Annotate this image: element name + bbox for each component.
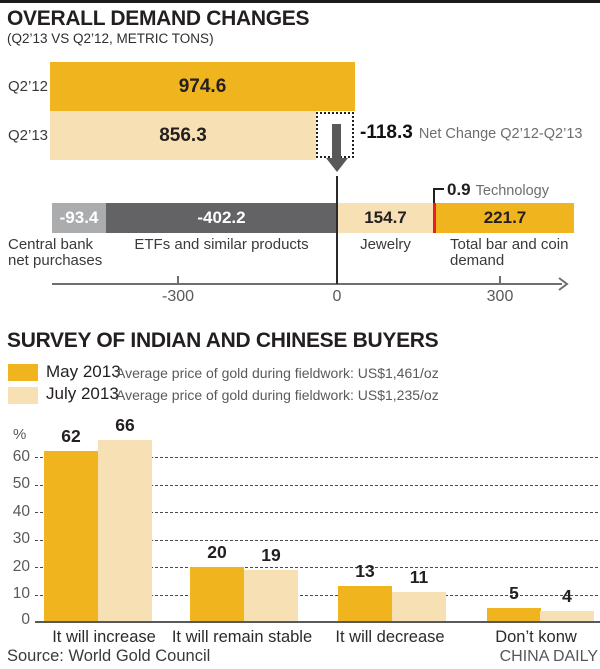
column-value-may-increase: 62 <box>61 426 81 446</box>
technology-label: Technology <box>475 183 549 199</box>
segment-technology <box>433 203 436 233</box>
gridline-50 <box>35 484 598 486</box>
gridline-60 <box>35 457 598 458</box>
segment-label-central-bank: Central bank net purchases <box>8 236 103 269</box>
column-july-increase <box>98 440 152 622</box>
y-tick-50: 50 <box>12 475 30 492</box>
category-label-stable: It will remain stable <box>171 628 313 646</box>
section2-title: SURVEY OF INDIAN AND CHINESE BUYERS <box>7 329 439 352</box>
column-value-july-dontknow: 4 <box>562 586 572 606</box>
segment-bar-and-coin-value: 221.7 <box>483 208 527 227</box>
column-value-may-dontknow: 5 <box>509 583 519 603</box>
x-tick-label-neg300: -300 <box>161 288 195 305</box>
column-july-dontknow <box>540 611 594 622</box>
y-tick-0: 0 <box>21 611 30 628</box>
y-tick-40: 40 <box>12 503 30 520</box>
legend-swatch-may <box>8 364 38 381</box>
segment-jewelry: 154.7 <box>338 203 433 233</box>
technology-value: 0.9 <box>447 180 471 199</box>
y-tick-30: 30 <box>12 530 30 547</box>
section1-subtitle: (Q2’13 VS Q2’12, METRIC TONS) <box>7 31 214 46</box>
column-may-stable <box>190 567 244 622</box>
legend-swatch-july <box>8 387 38 404</box>
bar-q213: 856.3 <box>50 111 316 160</box>
source-credit: Source: World Gold Council <box>7 647 211 665</box>
segment-central-bank-value: -93.4 <box>59 208 99 227</box>
net-change-label: Net Change Q2’12-Q2’13 <box>418 126 583 142</box>
column-value-may-stable: 20 <box>207 542 227 562</box>
net-change-value: -118.3 <box>360 122 413 143</box>
technology-callout-line-h <box>433 188 444 190</box>
bar-q212: 974.6 <box>50 62 355 111</box>
y-tick-20: 20 <box>12 558 30 575</box>
x-tick-label-300: 300 <box>486 288 514 305</box>
segment-jewelry-value: 154.7 <box>364 208 407 227</box>
segment-etfs: -402.2 <box>106 203 337 233</box>
down-arrow-shaft <box>332 124 341 158</box>
y-tick-60: 60 <box>12 448 30 465</box>
technology-annotation: 0.9 Technology <box>447 180 549 200</box>
column-july-decrease <box>392 592 446 622</box>
segment-label-etfs: ETFs and similar products <box>134 236 309 253</box>
bar-q212-value: 974.6 <box>178 75 227 97</box>
column-may-dontknow <box>487 608 541 622</box>
net-change-annotation: -118.3 Net Change Q2’12-Q2’13 <box>360 122 582 144</box>
category-label-increase: It will increase <box>52 628 156 646</box>
legend-label-july: July 2013 <box>46 384 119 403</box>
legend-note-may: Average price of gold during fieldwork: … <box>116 365 439 381</box>
bar-label-q212: Q2’12 <box>8 78 49 95</box>
x-axis-line <box>52 283 562 285</box>
axis-arrowhead-icon <box>558 277 569 291</box>
segment-etfs-value: -402.2 <box>197 208 246 227</box>
gridline-40 <box>35 512 598 513</box>
technology-callout-line-v <box>433 188 435 203</box>
gridline-10 <box>35 594 598 596</box>
segment-label-jewelry: Jewelry <box>360 236 411 253</box>
column-value-may-decrease: 13 <box>355 561 375 581</box>
x-axis-baseline <box>35 621 600 623</box>
bar-q213-value: 856.3 <box>159 124 207 146</box>
column-july-stable <box>244 570 298 622</box>
column-value-july-decrease: 11 <box>409 567 429 587</box>
y-tick-10: 10 <box>12 585 30 602</box>
segment-central-bank: -93.4 <box>52 203 106 233</box>
publisher-credit: CHINA DAILY <box>499 648 598 665</box>
zero-axis-line <box>336 176 338 284</box>
segment-bar-and-coin: 221.7 <box>436 203 574 233</box>
column-value-july-stable: 19 <box>261 545 281 565</box>
segment-label-bar-and-coin: Total bar and coin demand <box>450 236 569 269</box>
category-label-dontknow: Don’t konw <box>495 628 577 646</box>
gridline-30 <box>35 539 598 541</box>
x-tick-300 <box>499 276 501 283</box>
column-value-july-increase: 66 <box>115 415 135 435</box>
category-label-decrease: It will decrease <box>335 628 445 646</box>
top-rule <box>0 0 600 3</box>
survey-plot-area: 62 66 20 19 13 11 5 4 <box>0 415 600 623</box>
x-tick-label-0: 0 <box>332 288 342 305</box>
legend-note-july: Average price of gold during fieldwork: … <box>116 387 439 403</box>
y-axis-unit: % <box>13 426 27 443</box>
legend-label-may: May 2013 <box>46 362 121 381</box>
column-may-increase <box>44 451 98 622</box>
gridline-20 <box>35 567 598 568</box>
column-may-decrease <box>338 586 392 622</box>
bar-label-q213: Q2’13 <box>8 127 49 144</box>
down-arrow-icon <box>326 158 348 172</box>
section1-title: OVERALL DEMAND CHANGES <box>7 7 310 30</box>
x-tick-neg300 <box>177 276 179 283</box>
